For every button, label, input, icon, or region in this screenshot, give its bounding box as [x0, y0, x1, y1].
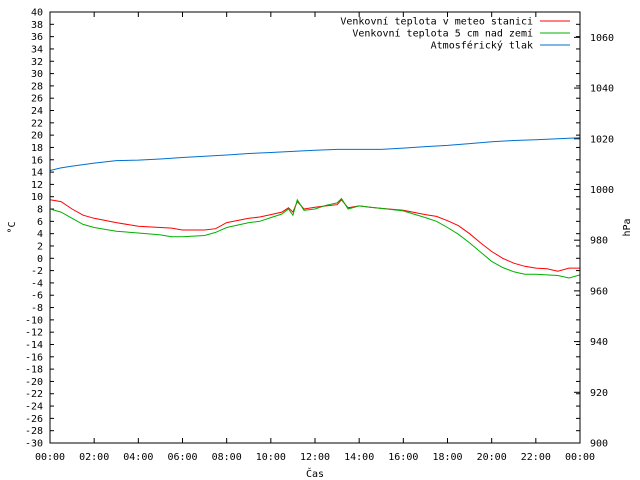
y-tick-label: -18 [25, 365, 43, 376]
y-tick-label: 0 [37, 254, 43, 265]
x-tick-label: 20:00 [477, 452, 507, 463]
x-tick-label: 18:00 [432, 452, 462, 463]
y-axis-label: °C [7, 221, 18, 233]
y2-tick-label: 1000 [590, 185, 614, 196]
y-tick-label: 20 [31, 131, 43, 142]
x-tick-label: 22:00 [521, 452, 551, 463]
y-tick-label: -24 [25, 402, 43, 413]
x-tick-label: 04:00 [123, 452, 153, 463]
y-tick-label: 8 [37, 205, 43, 216]
y-tick-label: -8 [31, 303, 43, 314]
y-tick-label: 40 [31, 8, 43, 19]
y-tick-label: 28 [31, 81, 43, 92]
y-tick-label: -12 [25, 328, 43, 339]
legend-label-2: Venkovní teplota 5 cm nad zemí [352, 28, 533, 40]
y2-tick-label: 1060 [590, 33, 614, 44]
y-tick-label: -16 [25, 352, 43, 363]
y-tick-label: -14 [25, 340, 43, 351]
x-tick-label: 14:00 [344, 452, 374, 463]
y-tick-label: -26 [25, 414, 43, 425]
right-axis-ticks: 900 920 940 960 980 1000 1020 1040 1060 [574, 33, 614, 450]
x-tick-label: 10:00 [256, 452, 286, 463]
x-tick-label: 16:00 [388, 452, 418, 463]
y2-tick-label: 980 [590, 236, 608, 247]
y-tick-label: 12 [31, 180, 43, 191]
y-tick-label: -10 [25, 315, 43, 326]
y-tick-label: 10 [31, 192, 43, 203]
series-line-2 [49, 197, 581, 279]
y-tick-label: 36 [31, 32, 43, 43]
y2-tick-label: 960 [590, 286, 608, 297]
y2-tick-label: 940 [590, 337, 608, 348]
y-tick-label: 26 [31, 94, 43, 105]
series-line-3 [49, 137, 581, 171]
y2-tick-label: 1040 [590, 84, 614, 95]
x-axis-label: Čas [306, 467, 324, 480]
y-tick-label: -20 [25, 377, 43, 388]
y2-axis-label: hPa [622, 218, 633, 236]
x-tick-label: 08:00 [212, 452, 242, 463]
legend-label-3: Atmosférický tlak [431, 40, 533, 52]
y-tick-label: -6 [31, 291, 43, 302]
y-tick-label: 16 [31, 155, 43, 166]
y-tick-label: 32 [31, 57, 43, 68]
y-tick-label: 2 [37, 241, 43, 252]
y-tick-label: -28 [25, 426, 43, 437]
y-tick-label: -2 [31, 266, 43, 277]
y-tick-label: 6 [37, 217, 43, 228]
x-axis-ticks: 00:00 02:00 04:00 06:00 08:00 10:00 12:00 14:00… [35, 12, 595, 463]
x-tick-label: 00:00 [565, 452, 595, 463]
x-tick-label: 00:00 [35, 452, 65, 463]
legend-label-1: Venkovní teplota v meteo stanici [340, 16, 533, 28]
y-tick-label: 14 [31, 168, 43, 179]
x-tick-label: 06:00 [167, 452, 197, 463]
y-tick-label: 38 [31, 20, 43, 31]
y2-tick-label: 900 [590, 439, 608, 450]
series-line-1 [49, 199, 580, 272]
legend: Venkovní teplota v meteo staniciVenkovní… [340, 16, 570, 52]
y-tick-label: 34 [31, 44, 43, 55]
y-tick-label: 4 [37, 229, 43, 240]
x-tick-label: 12:00 [300, 452, 330, 463]
left-axis-ticks: -30-28-26-24-22-20-18-16-14-12-10-8-6-4-… [25, 8, 580, 450]
y-tick-label: 18 [31, 143, 43, 154]
x-tick-label: 02:00 [79, 452, 109, 463]
y-tick-label: 24 [31, 106, 43, 117]
y2-tick-label: 920 [590, 388, 608, 399]
y-tick-label: -4 [31, 278, 43, 289]
y-tick-label: 22 [31, 118, 43, 129]
series-group [49, 137, 581, 279]
plot-frame [49, 11, 581, 444]
y-tick-label: -30 [25, 439, 43, 450]
y-tick-label: -22 [25, 389, 43, 400]
y2-tick-label: 1020 [590, 134, 614, 145]
y-tick-label: 30 [31, 69, 43, 80]
